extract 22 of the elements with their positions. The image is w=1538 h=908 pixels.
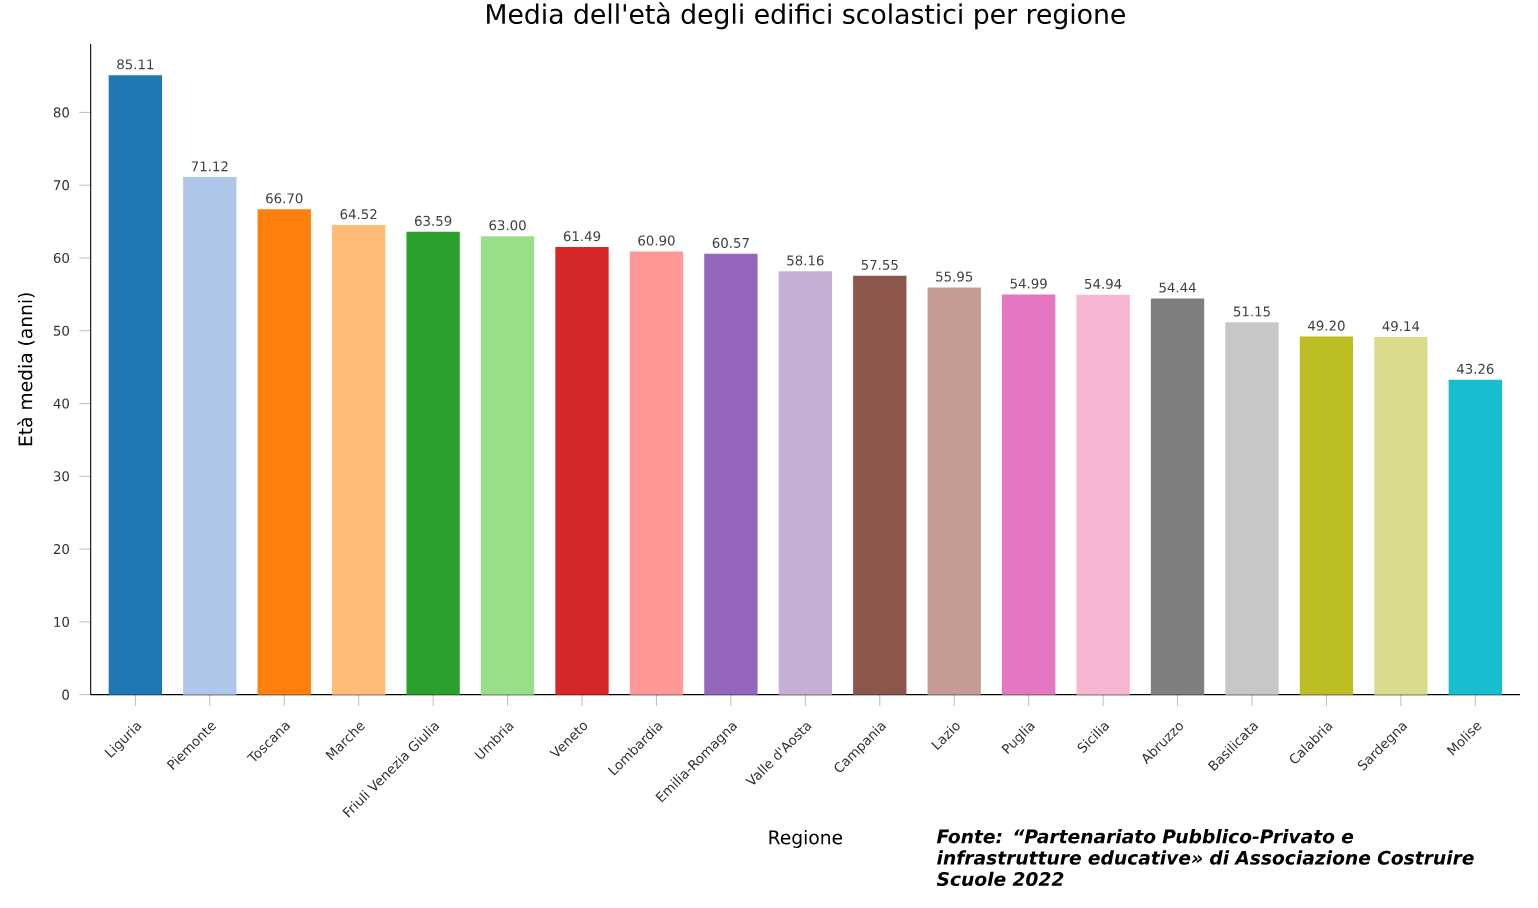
bar: [1448, 379, 1502, 695]
bar: [406, 231, 460, 695]
bar: [332, 225, 386, 695]
bar: [629, 251, 684, 695]
bar: [257, 209, 311, 695]
bar: [1076, 294, 1130, 695]
bar: [1374, 337, 1428, 695]
y-axis-title: Età media (anni): [17, 293, 35, 446]
bar: [853, 275, 907, 695]
bar: [555, 247, 609, 695]
source-note: Fonte: “Partenariato Pubblico-Privato e infrastrutture educative» di Associazione Costruire Scuole 2022: [936, 828, 1474, 887]
bar: [1299, 336, 1354, 695]
bar: [108, 75, 163, 695]
bar: [1001, 294, 1056, 695]
x-axis-title: Regione: [769, 829, 843, 849]
bar: [704, 253, 758, 695]
bar: [183, 177, 237, 695]
bar: [480, 236, 535, 695]
bar: [927, 287, 981, 695]
chart-title: Media dell'età degli edifici scolastici per regione: [487, 2, 1125, 30]
bar: [1225, 322, 1279, 695]
bar: [778, 271, 832, 695]
